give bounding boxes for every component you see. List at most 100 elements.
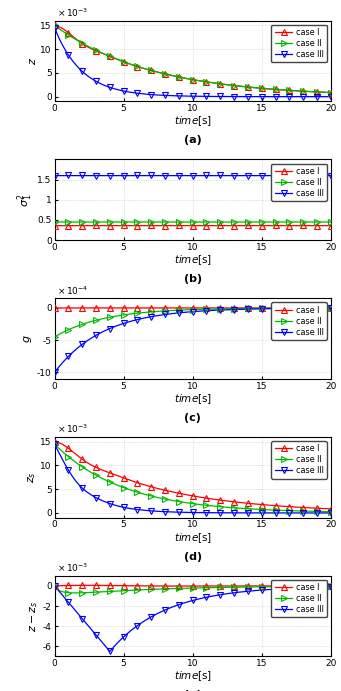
case III (94, 172, 98, 180)
case III (260, 586, 264, 594)
case I (246, 304, 250, 312)
case II (218, 305, 222, 313)
case I (135, 582, 139, 590)
case II (53, 582, 57, 590)
case I (177, 73, 181, 81)
case III (232, 93, 236, 101)
case III (287, 171, 291, 179)
Text: (a): (a) (184, 135, 202, 145)
case II (287, 304, 291, 312)
case II (329, 582, 333, 590)
case I (149, 483, 153, 491)
case I (53, 582, 57, 590)
case III (66, 50, 71, 59)
case I (80, 455, 84, 464)
case III (149, 91, 153, 99)
case II (191, 218, 195, 226)
case II (232, 583, 236, 591)
case II (287, 86, 291, 95)
case II (232, 305, 236, 313)
case II (273, 583, 278, 591)
case I (177, 304, 181, 312)
case I (121, 582, 125, 590)
case I (149, 66, 153, 75)
case II (191, 584, 195, 592)
case I (163, 222, 167, 230)
case I (66, 28, 71, 37)
case III (273, 305, 278, 313)
case III (94, 493, 98, 502)
case II (191, 305, 195, 314)
case I (108, 222, 112, 230)
case I (260, 582, 264, 590)
case III (329, 583, 333, 591)
case II (108, 53, 112, 61)
case III (232, 171, 236, 180)
case I (273, 304, 278, 312)
case III (246, 587, 250, 596)
case I (329, 504, 333, 513)
case I (121, 57, 125, 66)
case II (204, 501, 208, 509)
case II (108, 218, 112, 226)
case II (66, 453, 71, 461)
case I (287, 502, 291, 511)
case III (135, 505, 139, 513)
case I (301, 304, 305, 312)
case III (273, 509, 278, 517)
case I (218, 221, 222, 229)
case I (163, 582, 167, 590)
case I (329, 582, 333, 590)
case I (163, 486, 167, 494)
case I (260, 304, 264, 312)
case II (80, 589, 84, 597)
case II (204, 584, 208, 592)
case I (53, 221, 57, 229)
case I (53, 437, 57, 446)
case II (94, 471, 98, 480)
case III (315, 509, 319, 517)
case I (260, 222, 264, 230)
X-axis label: $\it{time}$[s]: $\it{time}$[s] (174, 115, 212, 129)
case I (260, 84, 264, 93)
case III (218, 171, 222, 179)
Legend: case I, case II, case III: case I, case II, case III (271, 302, 327, 340)
case II (191, 75, 195, 84)
case I (149, 304, 153, 312)
case II (108, 313, 112, 321)
case III (135, 89, 139, 97)
case II (273, 506, 278, 514)
case II (135, 218, 139, 226)
case II (121, 218, 125, 227)
case III (191, 92, 195, 100)
case I (108, 304, 112, 312)
case III (273, 93, 278, 101)
case I (246, 582, 250, 590)
case II (94, 218, 98, 226)
case III (315, 172, 319, 180)
case I (204, 222, 208, 230)
case I (273, 582, 278, 590)
case II (163, 218, 167, 227)
case II (315, 583, 319, 591)
case I (66, 304, 71, 312)
case III (121, 171, 125, 180)
Line: case II: case II (52, 442, 333, 515)
case III (163, 310, 167, 319)
case III (329, 93, 333, 101)
case II (66, 589, 71, 597)
case I (80, 39, 84, 48)
case III (232, 589, 236, 597)
case II (80, 39, 84, 47)
case II (329, 88, 333, 97)
case III (53, 368, 57, 377)
case II (53, 333, 57, 341)
Text: (b): (b) (183, 274, 202, 284)
case II (191, 500, 195, 508)
Line: case I: case I (52, 583, 333, 589)
case II (301, 87, 305, 95)
case I (232, 304, 236, 312)
case III (53, 23, 57, 32)
case II (218, 218, 222, 227)
case III (246, 509, 250, 517)
